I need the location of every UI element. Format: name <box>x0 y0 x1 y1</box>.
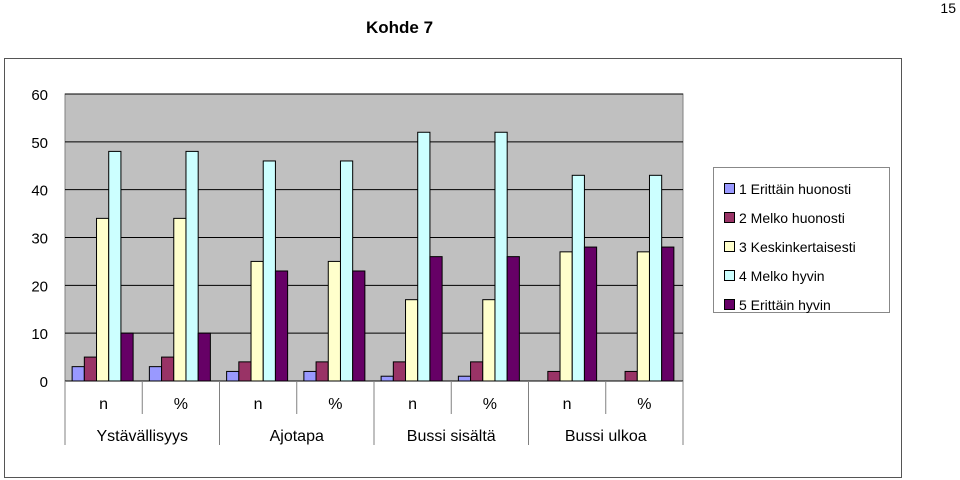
chart-title: Kohde 7 <box>366 18 434 37</box>
x-tick-label: % <box>174 396 188 413</box>
legend-swatch <box>724 270 735 281</box>
bar <box>274 270 289 382</box>
bar <box>83 356 98 382</box>
bar <box>506 256 520 382</box>
bar <box>303 370 317 382</box>
bar <box>173 217 187 382</box>
bar <box>226 370 240 382</box>
bar <box>352 270 366 382</box>
bar <box>315 361 329 382</box>
y-tick-label: 50 <box>31 135 48 152</box>
bar <box>405 299 419 382</box>
bar <box>547 370 561 382</box>
group-label: Bussi sisältä <box>407 428 496 445</box>
bar <box>417 131 431 382</box>
legend-swatch <box>724 299 735 310</box>
x-tick-label: n <box>408 396 417 413</box>
y-tick-label: 30 <box>31 231 48 248</box>
bar <box>96 217 110 382</box>
legend-label: 2 Melko huonosti <box>739 209 845 226</box>
x-tick-label: % <box>483 396 497 413</box>
bar <box>108 150 122 382</box>
page-number: 15 <box>940 0 956 16</box>
legend-item: 2 Melko huonosti <box>714 203 889 232</box>
bar <box>636 251 650 382</box>
bar <box>161 356 175 382</box>
bar <box>429 256 443 382</box>
group-label: Ystävällisyys <box>96 428 188 445</box>
group-label: Bussi ulkoa <box>565 428 647 445</box>
bar <box>327 260 341 382</box>
x-tick-label: n <box>254 396 263 413</box>
x-tick-label: n <box>99 396 108 413</box>
legend-swatch <box>724 241 735 252</box>
bar <box>71 366 85 382</box>
bar <box>185 150 199 382</box>
bar <box>494 131 508 382</box>
bar <box>250 260 264 382</box>
bar <box>648 174 663 382</box>
y-tick-label: 20 <box>31 278 48 295</box>
legend-swatch <box>724 183 735 194</box>
legend: 1 Erittäin huonosti 2 Melko huonosti 3 Kes… <box>713 167 890 313</box>
legend-label: 1 Erittäin huonosti <box>739 180 852 197</box>
bar <box>238 361 252 382</box>
bar <box>624 370 638 382</box>
legend-label: 4 Melko hyvin <box>739 267 825 284</box>
bar <box>148 366 163 382</box>
bar <box>339 160 354 382</box>
legend-label: 3 Keskinkertaisesti <box>739 238 856 255</box>
legend-item: 1 Erittäin huonosti <box>714 174 889 203</box>
bar <box>457 375 472 382</box>
legend-label: 5 Erittäin hyvin <box>739 296 831 313</box>
bar <box>482 299 496 382</box>
bar <box>661 246 675 382</box>
group-label: Ajotapa <box>270 428 324 445</box>
bar <box>559 251 573 382</box>
bar <box>470 361 484 382</box>
bar <box>583 246 598 382</box>
legend-item: 3 Keskinkertaisesti <box>714 232 889 261</box>
x-tick-label: % <box>328 396 342 413</box>
y-tick-label: 60 <box>31 87 48 104</box>
legend-swatch <box>724 212 735 223</box>
bar <box>571 174 585 382</box>
bar <box>392 361 407 382</box>
y-tick-label: 40 <box>31 183 48 200</box>
legend-item: 5 Erittäin hyvin <box>714 290 889 319</box>
y-tick-label: 10 <box>31 326 48 343</box>
bar <box>197 332 211 382</box>
y-tick-label: 0 <box>40 374 48 391</box>
bar <box>262 160 276 382</box>
bar <box>380 375 394 382</box>
bar <box>120 332 134 382</box>
x-tick-label: n <box>563 396 572 413</box>
x-tick-label: % <box>637 396 651 413</box>
chart-frame <box>4 58 902 478</box>
legend-item: 4 Melko hyvin <box>714 261 889 290</box>
